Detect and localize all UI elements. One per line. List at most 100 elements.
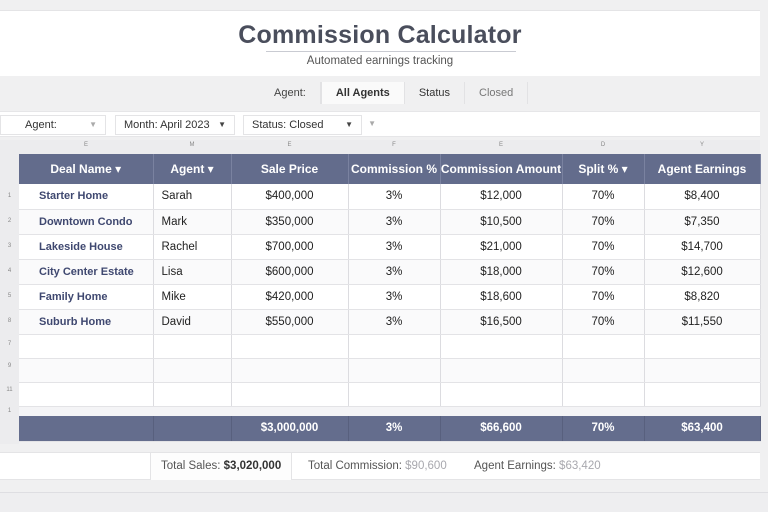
commission-amount-cell[interactable]: $12,000 [440,184,563,210]
deal-name-cell[interactable]: Downtown Condo [19,209,154,235]
commission-amount-cell[interactable]: $18,600 [440,284,563,310]
sale-price-cell[interactable]: $700,000 [231,234,349,260]
empty-cell[interactable] [644,358,761,383]
month-filter-dropdown[interactable]: Month: April 2023 ▼ [115,115,235,135]
column-header-commission-rate[interactable]: Commission % [348,154,441,184]
column-header-commission-amount[interactable]: Commission Amount [440,154,563,184]
deal-name-cell[interactable]: Lakeside House [19,234,154,260]
more-filters-dropdown[interactable]: ▼ [364,115,384,135]
column-header-agent-earnings[interactable]: Agent Earnings [644,154,761,184]
agent-earnings-cell[interactable]: $8,820 [644,284,761,310]
empty-cell[interactable] [348,334,441,359]
commission-amount-cell[interactable]: $10,500 [440,209,563,235]
row-number[interactable]: 1 [7,408,12,414]
column-letter[interactable]: Y [699,142,704,148]
agent-cell[interactable]: Lisa [153,259,232,285]
commission-rate-cell[interactable]: 3% [348,184,441,210]
agent-earnings-cell[interactable]: $11,550 [644,309,761,335]
deal-name-cell[interactable]: Family Home [19,284,154,310]
agent-filter-dropdown[interactable]: Agent: ▼ [0,115,106,135]
deal-name-cell[interactable]: Suburb Home [19,309,154,335]
row-number[interactable]: 5 [7,293,12,299]
split-cell[interactable]: 70% [562,209,645,235]
column-header-split[interactable]: Split % ▾ [562,154,645,184]
row-number[interactable]: 7 [7,341,12,347]
row-number[interactable]: 4 [7,268,12,274]
empty-cell[interactable] [19,334,154,359]
column-letter[interactable]: F [392,142,396,148]
total-split-cell[interactable]: 70% [562,416,645,442]
total-agent-earnings-cell[interactable]: $63,400 [644,416,761,442]
empty-cell[interactable] [440,358,563,383]
empty-cell[interactable] [231,382,349,407]
commission-rate-cell[interactable]: 3% [348,309,441,335]
total-commission-amount-cell[interactable]: $66,600 [440,416,563,442]
agent-earnings-cell[interactable]: $7,350 [644,209,761,235]
split-cell[interactable]: 70% [562,284,645,310]
empty-cell[interactable] [153,382,232,407]
empty-cell[interactable] [231,334,349,359]
column-letter[interactable]: E [287,142,292,148]
sale-price-cell[interactable]: $600,000 [231,259,349,285]
empty-cell[interactable] [153,334,232,359]
row-number[interactable]: 1 [7,193,12,199]
row-number[interactable]: 11 [6,387,13,393]
empty-cell[interactable] [440,334,563,359]
agent-cell[interactable]: Sarah [153,184,232,210]
column-letter[interactable]: M [189,142,195,148]
column-letter[interactable]: E [498,142,503,148]
empty-cell[interactable] [19,382,154,407]
commission-rate-cell[interactable]: 3% [348,234,441,260]
deal-name-cell[interactable]: City Center Estate [19,259,154,285]
empty-cell[interactable] [562,334,645,359]
tab-status[interactable]: Status [405,82,465,104]
split-cell[interactable]: 70% [562,234,645,260]
agent-cell[interactable]: Mark [153,209,232,235]
tab-closed[interactable]: Closed [465,82,529,104]
empty-cell[interactable] [19,358,154,383]
commission-amount-cell[interactable]: $21,000 [440,234,563,260]
agent-cell[interactable]: Mike [153,284,232,310]
tab-agent-label: Agent: [260,82,321,104]
commission-amount-cell[interactable]: $16,500 [440,309,563,335]
empty-cell[interactable] [440,382,563,407]
empty-cell[interactable] [348,382,441,407]
column-letter[interactable]: E [83,142,88,148]
column-header-sale-price[interactable]: Sale Price [231,154,349,184]
column-header-agent[interactable]: Agent ▾ [153,154,232,184]
empty-cell[interactable] [348,358,441,383]
tab-all-agents[interactable]: All Agents [320,82,405,104]
empty-cell[interactable] [562,358,645,383]
empty-cell[interactable] [644,334,761,359]
empty-cell[interactable] [562,382,645,407]
split-cell[interactable]: 70% [562,184,645,210]
empty-cell[interactable] [231,358,349,383]
empty-cell[interactable] [153,358,232,383]
status-filter-dropdown[interactable]: Status: Closed ▼ [243,115,362,135]
deal-name-cell[interactable]: Starter Home [19,184,154,210]
commission-rate-cell[interactable]: 3% [348,209,441,235]
sale-price-cell[interactable]: $420,000 [231,284,349,310]
agent-earnings-cell[interactable]: $12,600 [644,259,761,285]
commission-amount-cell[interactable]: $18,000 [440,259,563,285]
row-number[interactable]: 3 [7,243,12,249]
empty-cell[interactable] [644,382,761,407]
row-number[interactable]: 9 [7,363,12,369]
agent-cell[interactable]: Rachel [153,234,232,260]
split-cell[interactable]: 70% [562,259,645,285]
column-header-deal-name[interactable]: Deal Name ▾ [19,154,154,184]
split-cell[interactable]: 70% [562,309,645,335]
commission-rate-cell[interactable]: 3% [348,284,441,310]
total-sale-price-cell[interactable]: $3,000,000 [231,416,349,442]
column-letter[interactable]: D [600,142,606,148]
sale-price-cell[interactable]: $350,000 [231,209,349,235]
agent-earnings-cell[interactable]: $8,400 [644,184,761,210]
agent-cell[interactable]: David [153,309,232,335]
commission-rate-cell[interactable]: 3% [348,259,441,285]
row-number[interactable]: 8 [7,318,12,324]
sale-price-cell[interactable]: $550,000 [231,309,349,335]
sale-price-cell[interactable]: $400,000 [231,184,349,210]
row-number[interactable]: 2 [7,218,12,224]
total-commission-rate-cell[interactable]: 3% [348,416,441,442]
agent-earnings-cell[interactable]: $14,700 [644,234,761,260]
